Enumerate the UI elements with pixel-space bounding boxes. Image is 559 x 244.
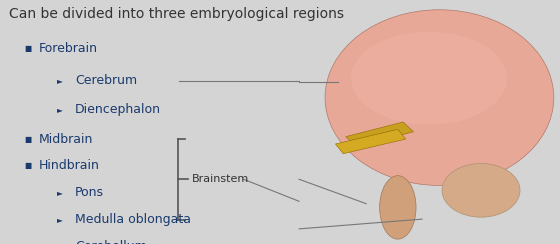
Polygon shape [335,129,406,154]
Text: Medulla oblongata: Medulla oblongata [75,213,191,226]
Text: Cerebrum: Cerebrum [75,74,137,87]
Ellipse shape [442,163,520,217]
Text: ►: ► [57,242,63,244]
Polygon shape [346,122,414,146]
Text: ►: ► [57,76,63,85]
Text: Pons: Pons [75,186,104,199]
Text: ■: ■ [24,135,31,143]
Text: ■: ■ [24,44,31,53]
Ellipse shape [325,10,554,185]
Text: Midbrain: Midbrain [39,132,93,146]
Text: Brainstem: Brainstem [191,174,249,184]
Text: Can be divided into three embryological regions: Can be divided into three embryological … [9,7,344,21]
Text: Hindbrain: Hindbrain [39,159,100,173]
Text: ►: ► [57,215,63,224]
Ellipse shape [351,32,507,124]
Text: ■: ■ [24,162,31,170]
Text: Diencephalon: Diencephalon [75,103,161,116]
Text: ►: ► [57,188,63,197]
Ellipse shape [380,176,416,239]
Text: Cerebellum: Cerebellum [75,240,146,244]
Text: ►: ► [57,105,63,114]
Text: Forebrain: Forebrain [39,42,98,55]
